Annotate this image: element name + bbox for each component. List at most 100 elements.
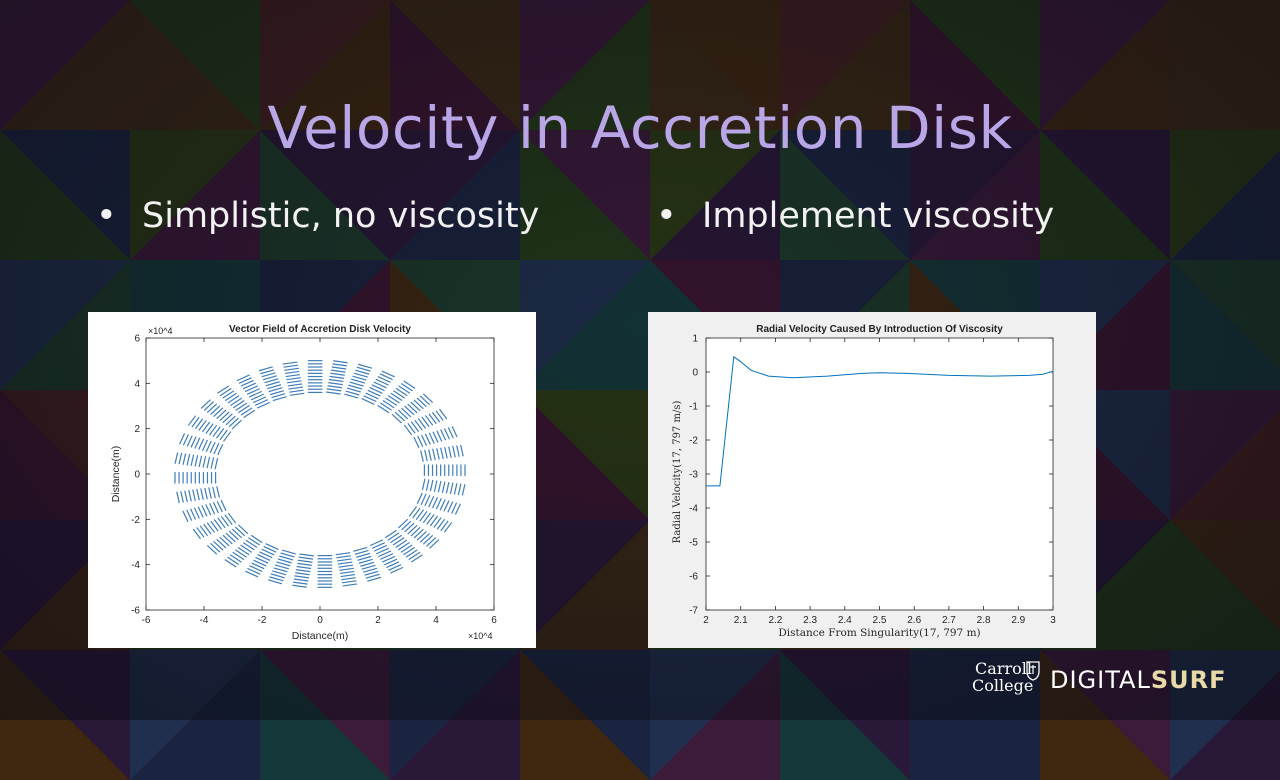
velocity-arrow [355, 369, 370, 375]
velocity-arrow [356, 366, 371, 372]
velocity-arrow [439, 408, 448, 420]
velocity-arrow [369, 539, 383, 547]
velocity-arrow [428, 432, 435, 444]
velocity-arrow [388, 564, 402, 571]
velocity-arrow [341, 577, 356, 581]
velocity-arrow [228, 530, 239, 541]
velocity-arrow [298, 556, 314, 560]
velocity-arrow [268, 387, 283, 393]
x-tick-label: -4 [200, 615, 209, 626]
x-tick-label: 0 [317, 615, 323, 626]
velocity-arrow [210, 457, 215, 469]
velocity-arrow [213, 407, 224, 418]
velocity-arrow [327, 385, 343, 389]
velocity-arrow [333, 360, 348, 364]
velocity-arrow [284, 367, 299, 371]
velocity-arrow [431, 497, 439, 509]
y-tick-label: -4 [689, 504, 698, 515]
velocity-arrow [222, 413, 233, 424]
x-tick-label: 2.9 [1011, 615, 1025, 626]
velocity-arrow [248, 537, 260, 546]
velocity-arrow [245, 539, 258, 548]
velocity-arrow [429, 515, 439, 527]
velocity-arrow [361, 564, 376, 570]
velocity-arrow [454, 503, 461, 515]
velocity-arrow [436, 448, 440, 460]
velocity-arrow [187, 415, 197, 426]
velocity-arrow [404, 405, 415, 416]
velocity-arrow [201, 439, 209, 451]
velocity-arrow [270, 573, 285, 579]
y-tick-label: 0 [692, 368, 698, 379]
velocity-arrow [191, 416, 200, 428]
velocity-arrow [252, 396, 267, 404]
velocity-arrow [198, 455, 203, 468]
velocity-arrow [251, 562, 265, 570]
velocity-arrow [206, 544, 218, 555]
velocity-arrow [267, 579, 283, 585]
velocity-arrow [279, 555, 294, 561]
plot-area [145, 337, 495, 611]
velocity-arrow [413, 528, 424, 539]
velocity-arrow [255, 556, 269, 564]
y-tick-label: 2 [134, 424, 140, 435]
velocity-arrow [439, 499, 446, 511]
velocity-arrow [426, 514, 435, 525]
velocity-arrow [182, 453, 187, 465]
y-tick-label: -3 [689, 470, 698, 481]
velocity-arrow [448, 446, 452, 458]
velocity-arrow [192, 528, 201, 540]
velocity-arrow [186, 435, 193, 447]
y-tick-label: -6 [131, 606, 140, 617]
velocity-arrow [223, 431, 232, 442]
velocity-arrow [375, 547, 390, 555]
velocity-arrow [282, 361, 298, 365]
velocity-arrow [263, 545, 277, 553]
velocity-arrow [206, 403, 218, 413]
velocity-arrow [269, 390, 284, 396]
velocity-arrow [410, 401, 421, 412]
velocity-arrow [432, 431, 439, 443]
x-tick-label: 2 [703, 615, 709, 626]
velocity-arrow [339, 567, 354, 571]
velocity-arrow [196, 527, 205, 538]
velocity-arrow [361, 398, 375, 405]
quiver-chart: Vector Field of Accretion Disk Velocity -… [110, 324, 497, 642]
velocity-arrow [230, 397, 243, 406]
x-tick-label: -2 [258, 615, 267, 626]
velocity-arrow [417, 435, 424, 448]
velocity-arrow [414, 419, 423, 431]
y-tick-label: -2 [689, 436, 698, 447]
velocity-arrow [234, 526, 246, 537]
velocity-arrow [357, 363, 373, 369]
velocity-arrow [222, 534, 233, 545]
x-exponent-label: ×10^4 [468, 631, 493, 641]
velocity-arrow [192, 489, 196, 501]
y-tick-label: 6 [134, 334, 140, 345]
velocity-arrow [292, 584, 307, 588]
velocity-arrow [210, 405, 221, 416]
velocity-arrow [240, 379, 254, 387]
line-chart: Radial Velocity Caused By Introduction O… [672, 324, 1056, 639]
velocity-arrow [377, 404, 390, 414]
velocity-arrow [201, 505, 208, 517]
velocity-arrow [296, 565, 312, 570]
velocity-arrow [182, 434, 189, 446]
velocity-arrow [244, 385, 258, 393]
velocity-arrow [203, 523, 212, 535]
velocity-arrow [444, 447, 448, 459]
velocity-arrow [413, 399, 424, 410]
velocity-arrow [390, 392, 403, 402]
velocity-arrow [422, 393, 434, 404]
bullet-right: • Implement viscosity [656, 196, 1054, 236]
digitalsurf-wordmark: DIGITALSURF [1050, 666, 1227, 694]
velocity-arrow [220, 499, 227, 512]
velocity-arrow [213, 442, 220, 455]
velocity-arrow [180, 491, 184, 503]
velocity-arrow [217, 517, 226, 529]
velocity-arrow [435, 410, 444, 421]
y-axis-label: Distance(m) [110, 446, 122, 503]
velocity-arrow [332, 363, 347, 367]
velocity-arrow [353, 546, 368, 552]
velocity-arrow [440, 520, 449, 532]
